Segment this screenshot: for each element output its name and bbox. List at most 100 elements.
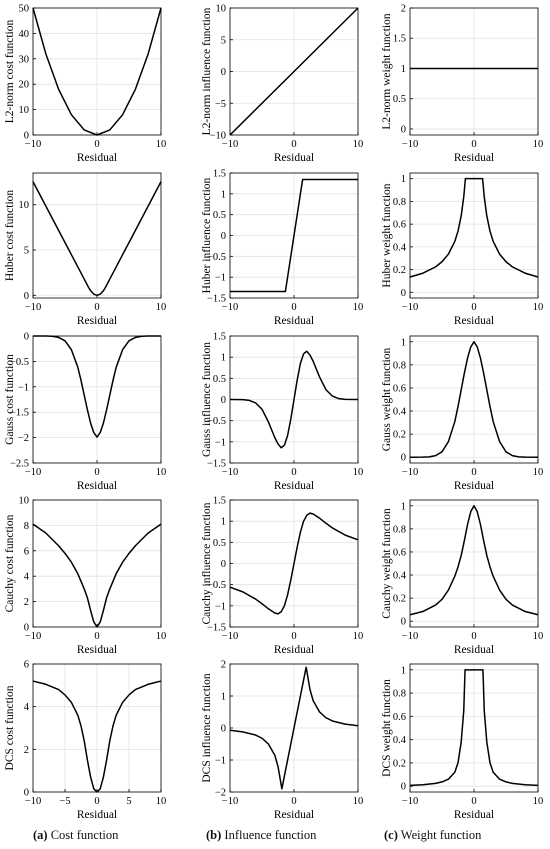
x-tick-label: 10 (156, 796, 167, 807)
y-tick-label: 0.4 (393, 735, 407, 746)
y-axis-label: Cauchy influence function (201, 502, 213, 624)
series-line-huber-influence (230, 178, 358, 293)
x-axis-label: Residual (77, 809, 117, 821)
caption-c: (c) Weight function (384, 828, 481, 843)
x-tick-label: 10 (156, 302, 167, 313)
y-tick-label: 0 (24, 291, 29, 302)
x-tick-label: 10 (156, 139, 167, 150)
series-line-cauchy-influence (229, 512, 359, 615)
x-tick-label: 0 (94, 796, 99, 807)
panel-gauss-cost: −10 0 10 −2.5 −2 −1.5 −1 −0.5 0 Residual Gauss cos… (4, 332, 166, 493)
y-tick-label: 0.6 (393, 712, 406, 723)
x-axis-label: Residual (454, 315, 494, 327)
y-tick-label: 0.5 (213, 210, 226, 221)
x-tick-label: −10 (222, 631, 238, 642)
y-tick-label: 4 (24, 702, 30, 713)
x-axis-label: Residual (454, 152, 494, 164)
y-tick-label: 0 (24, 332, 29, 343)
y-tick-label: 2 (221, 660, 226, 671)
y-tick-label: 6 (24, 546, 29, 557)
y-tick-label: 0.8 (393, 360, 406, 371)
panel-cauchy-influence: −10 0 10 −1.5 −1 −0.5 0 0.5 1 1.5 Residual Cauchy i… (201, 496, 363, 657)
x-tick-label: −5 (59, 796, 70, 807)
x-tick-label: −10 (25, 139, 41, 150)
x-tick-label: 0 (94, 302, 99, 313)
y-tick-label: 50 (19, 4, 30, 15)
y-tick-label: 0.4 (393, 242, 407, 253)
caption-c-text: Weight function (400, 828, 482, 842)
y-tick-label: 0.4 (393, 407, 407, 418)
y-tick-label: 6 (24, 660, 29, 671)
y-tick-label: 5 (24, 245, 29, 256)
y-tick-label: 0 (24, 623, 29, 634)
x-tick-label: 0 (291, 631, 296, 642)
y-tick-label: −1.5 (207, 294, 226, 305)
caption-a-letter: (a) (33, 828, 48, 842)
caption-c-letter: (c) (384, 828, 398, 842)
series-line-cauchy-cost (32, 523, 162, 628)
x-axis-label: Residual (77, 152, 117, 164)
x-tick-label: 10 (353, 631, 364, 642)
x-tick-label: 10 (156, 631, 167, 642)
y-axis-label: DCS influence function (201, 673, 213, 782)
x-tick-label: 0 (94, 467, 99, 478)
y-tick-label: −0.5 (10, 357, 29, 368)
y-tick-label: 0 (401, 124, 406, 135)
y-tick-label: 0 (401, 453, 406, 464)
y-tick-label: 1.5 (393, 34, 406, 45)
x-tick-label: −10 (222, 796, 238, 807)
y-tick-label: 10 (19, 496, 30, 507)
x-axis-label: Residual (274, 315, 314, 327)
x-tick-label: 10 (533, 139, 544, 150)
y-axis-label: Cauchy cost function (4, 514, 16, 612)
x-tick-label: 10 (156, 467, 167, 478)
y-tick-label: −1 (215, 601, 226, 612)
y-tick-label: −0.5 (207, 252, 226, 263)
x-tick-label: 0 (94, 631, 99, 642)
y-tick-label: 0 (221, 395, 226, 406)
series-line-l2-cost (32, 7, 162, 136)
y-tick-label: 0.2 (393, 758, 406, 769)
x-axis-label: Residual (77, 644, 117, 656)
y-tick-label: 5 (221, 35, 226, 46)
series-line-dcs-influence (229, 666, 359, 790)
y-tick-label: 1 (221, 692, 226, 703)
x-axis-label: Residual (77, 315, 117, 327)
series-line-gauss-influence (229, 350, 359, 449)
x-axis-label: Residual (454, 644, 494, 656)
x-tick-label: 10 (533, 302, 544, 313)
y-axis-label: Gauss weight function (381, 348, 393, 452)
x-tick-label: −10 (402, 139, 418, 150)
y-tick-label: 0.4 (393, 571, 407, 582)
x-tick-label: −10 (25, 467, 41, 478)
x-tick-label: −10 (402, 467, 418, 478)
y-tick-label: 2 (24, 745, 29, 756)
x-axis-label: Residual (454, 809, 494, 821)
y-axis-label: DCS cost function (4, 685, 16, 770)
x-tick-label: 0 (471, 139, 476, 150)
y-tick-label: 10 (19, 200, 30, 211)
y-tick-label: 0.8 (393, 197, 406, 208)
y-tick-label: 0.2 (393, 430, 406, 441)
x-tick-label: 5 (126, 796, 131, 807)
x-tick-label: 10 (353, 302, 364, 313)
x-tick-label: −10 (25, 796, 41, 807)
y-tick-label: 0 (401, 617, 406, 628)
x-tick-label: −10 (25, 302, 41, 313)
y-axis-label: DCS weight function (381, 679, 393, 777)
caption-a-text: Cost function (50, 828, 119, 842)
x-tick-label: 0 (291, 467, 296, 478)
y-axis-label: L2-norm cost function (4, 20, 16, 124)
series-line-cauchy-weight (409, 505, 539, 616)
x-axis-label: Residual (274, 809, 314, 821)
x-tick-label: 10 (353, 796, 364, 807)
y-tick-label: 1.5 (213, 169, 226, 180)
series-line-gauss-cost (32, 335, 162, 438)
x-tick-label: −10 (222, 139, 238, 150)
y-tick-label: 0.5 (393, 94, 406, 105)
panel-gauss-weight: −10 0 10 0 0.2 0.4 0.6 0.8 1 Residual Gauss weight… (381, 335, 543, 492)
y-tick-label: 1.5 (213, 496, 226, 507)
y-tick-label: 2 (401, 4, 406, 15)
